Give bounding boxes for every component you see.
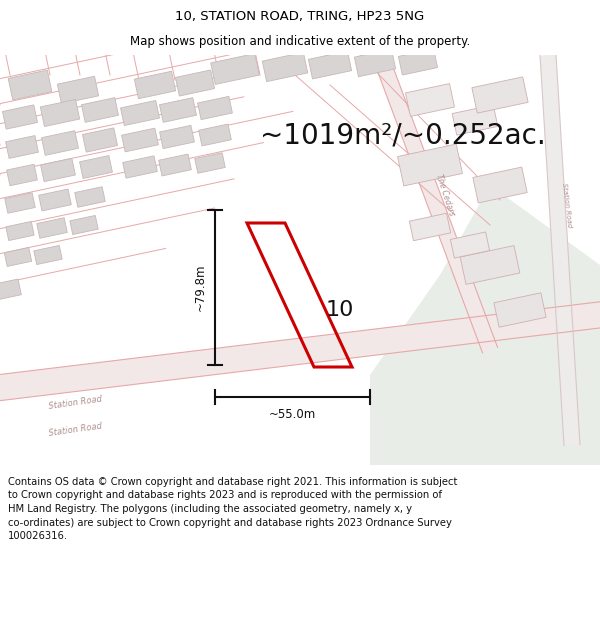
Polygon shape xyxy=(460,246,520,284)
Polygon shape xyxy=(75,187,105,208)
Polygon shape xyxy=(5,136,38,158)
Polygon shape xyxy=(122,156,157,178)
Polygon shape xyxy=(211,54,259,84)
Text: 10: 10 xyxy=(326,300,354,320)
Polygon shape xyxy=(5,192,35,213)
Polygon shape xyxy=(406,84,455,116)
Text: to Crown copyright and database rights 2023 and is reproduced with the permissio: to Crown copyright and database rights 2… xyxy=(8,491,442,501)
Text: Contains OS data © Crown copyright and database right 2021. This information is : Contains OS data © Crown copyright and d… xyxy=(8,477,457,487)
Polygon shape xyxy=(262,52,308,82)
Polygon shape xyxy=(58,76,98,104)
Polygon shape xyxy=(370,185,600,465)
Text: co-ordinates) are subject to Crown copyright and database rights 2023 Ordnance S: co-ordinates) are subject to Crown copyr… xyxy=(8,518,452,528)
Polygon shape xyxy=(80,156,112,178)
Text: Map shows position and indicative extent of the property.: Map shows position and indicative extent… xyxy=(130,35,470,48)
Polygon shape xyxy=(8,70,52,100)
Polygon shape xyxy=(38,189,71,211)
Polygon shape xyxy=(160,126,194,149)
Text: 100026316.: 100026316. xyxy=(8,531,68,541)
Text: Station Road: Station Road xyxy=(561,182,573,228)
Text: ~79.8m: ~79.8m xyxy=(193,264,206,311)
Polygon shape xyxy=(0,279,22,301)
Polygon shape xyxy=(70,216,98,234)
Polygon shape xyxy=(308,51,352,79)
Polygon shape xyxy=(175,70,215,96)
Polygon shape xyxy=(472,77,528,113)
Polygon shape xyxy=(6,221,34,241)
Polygon shape xyxy=(195,152,225,173)
Polygon shape xyxy=(398,49,437,75)
Polygon shape xyxy=(82,98,118,122)
Polygon shape xyxy=(473,167,527,203)
Polygon shape xyxy=(197,96,232,119)
Polygon shape xyxy=(7,164,37,186)
Polygon shape xyxy=(34,246,62,264)
Polygon shape xyxy=(41,158,76,182)
Polygon shape xyxy=(160,98,196,122)
Text: 10, STATION ROAD, TRING, HP23 5NG: 10, STATION ROAD, TRING, HP23 5NG xyxy=(175,10,425,23)
Polygon shape xyxy=(134,71,176,99)
Text: HM Land Registry. The polygons (including the associated geometry, namely x, y: HM Land Registry. The polygons (includin… xyxy=(8,504,412,514)
Polygon shape xyxy=(0,297,600,403)
Polygon shape xyxy=(199,124,232,146)
Text: ~55.0m: ~55.0m xyxy=(269,409,316,421)
Text: ~1019m²/~0.252ac.: ~1019m²/~0.252ac. xyxy=(260,121,546,149)
Polygon shape xyxy=(398,144,463,186)
Polygon shape xyxy=(355,49,395,77)
Polygon shape xyxy=(451,232,490,258)
Polygon shape xyxy=(540,54,580,446)
Polygon shape xyxy=(82,128,118,152)
Text: The Cedars: The Cedars xyxy=(434,173,456,217)
Polygon shape xyxy=(4,248,32,266)
Polygon shape xyxy=(373,52,497,352)
Text: Station Road: Station Road xyxy=(47,395,103,411)
Polygon shape xyxy=(40,99,80,126)
Polygon shape xyxy=(122,128,158,152)
Polygon shape xyxy=(494,292,546,328)
Polygon shape xyxy=(409,213,451,241)
Polygon shape xyxy=(37,217,67,238)
Text: Station Road: Station Road xyxy=(47,422,103,438)
Polygon shape xyxy=(2,105,38,129)
Polygon shape xyxy=(41,131,79,156)
Polygon shape xyxy=(452,105,498,135)
Polygon shape xyxy=(158,154,191,176)
Polygon shape xyxy=(121,101,160,126)
